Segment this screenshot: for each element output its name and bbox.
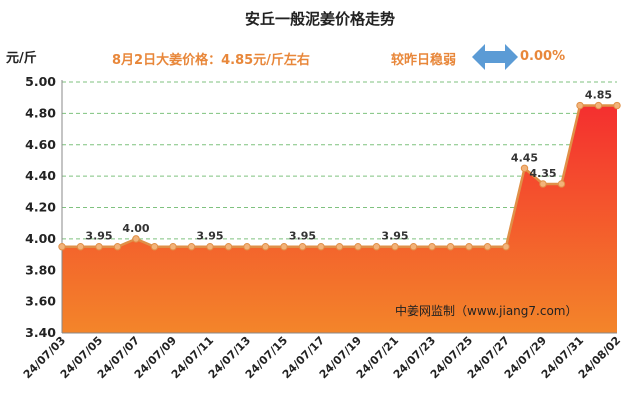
data-point	[372, 243, 381, 251]
data-point	[576, 101, 584, 110]
data-point	[465, 243, 473, 251]
data-label: 4.35	[529, 167, 556, 180]
y-tick-label: 4.80	[25, 105, 56, 120]
data-point	[391, 243, 399, 251]
data-point	[502, 243, 510, 251]
data-label: 4.85	[585, 89, 612, 102]
data-point	[539, 180, 547, 188]
data-point	[298, 243, 307, 251]
data-point	[58, 243, 66, 251]
price-note: 8月2日大姜价格：4.85元/斤左右	[112, 53, 310, 68]
data-point	[243, 243, 251, 251]
data-point	[594, 101, 603, 110]
data-point	[76, 243, 85, 251]
data-point	[132, 235, 140, 243]
left-right-arrow-icon	[472, 44, 518, 70]
data-point	[557, 180, 566, 188]
data-point	[335, 243, 344, 251]
data-point	[187, 243, 196, 251]
y-tick-label: 4.60	[25, 137, 56, 152]
data-point	[224, 243, 233, 251]
data-label: 4.45	[511, 151, 538, 164]
data-point	[95, 243, 103, 251]
data-point	[150, 243, 159, 251]
trend-note: 较昨日稳弱	[391, 53, 457, 68]
y-tick-label: 4.00	[25, 231, 56, 246]
data-label: 3.95	[196, 230, 223, 243]
data-label: 3.95	[289, 230, 316, 243]
data-point	[483, 243, 492, 251]
data-point	[354, 243, 362, 251]
data-label: 3.95	[85, 230, 112, 243]
y-tick-label: 3.80	[25, 262, 56, 277]
data-point	[428, 243, 436, 251]
y-tick-label: 4.40	[25, 168, 56, 183]
data-label: 3.95	[381, 230, 408, 243]
data-point	[113, 243, 122, 251]
chart-title: 安丘一般泥姜价格走势	[244, 10, 395, 28]
price-area	[62, 105, 617, 333]
data-point	[206, 243, 214, 251]
y-tick-label: 5.00	[25, 74, 56, 89]
data-point	[317, 243, 325, 251]
change-percent: 0.00%	[520, 49, 566, 64]
data-point	[409, 243, 418, 251]
data-point	[280, 243, 288, 251]
data-point	[169, 243, 177, 251]
data-point	[446, 243, 455, 251]
y-axis-unit-label: 元/斤	[6, 51, 37, 66]
data-label: 4.00	[122, 222, 149, 235]
data-point	[261, 243, 270, 251]
y-tick-label: 3.40	[25, 325, 56, 340]
watermark: 中姜网监制（www.jiang7.com）	[395, 304, 578, 318]
data-point	[520, 164, 529, 172]
data-point	[613, 101, 621, 110]
y-tick-label: 3.60	[25, 294, 56, 309]
y-tick-label: 4.20	[25, 200, 56, 215]
